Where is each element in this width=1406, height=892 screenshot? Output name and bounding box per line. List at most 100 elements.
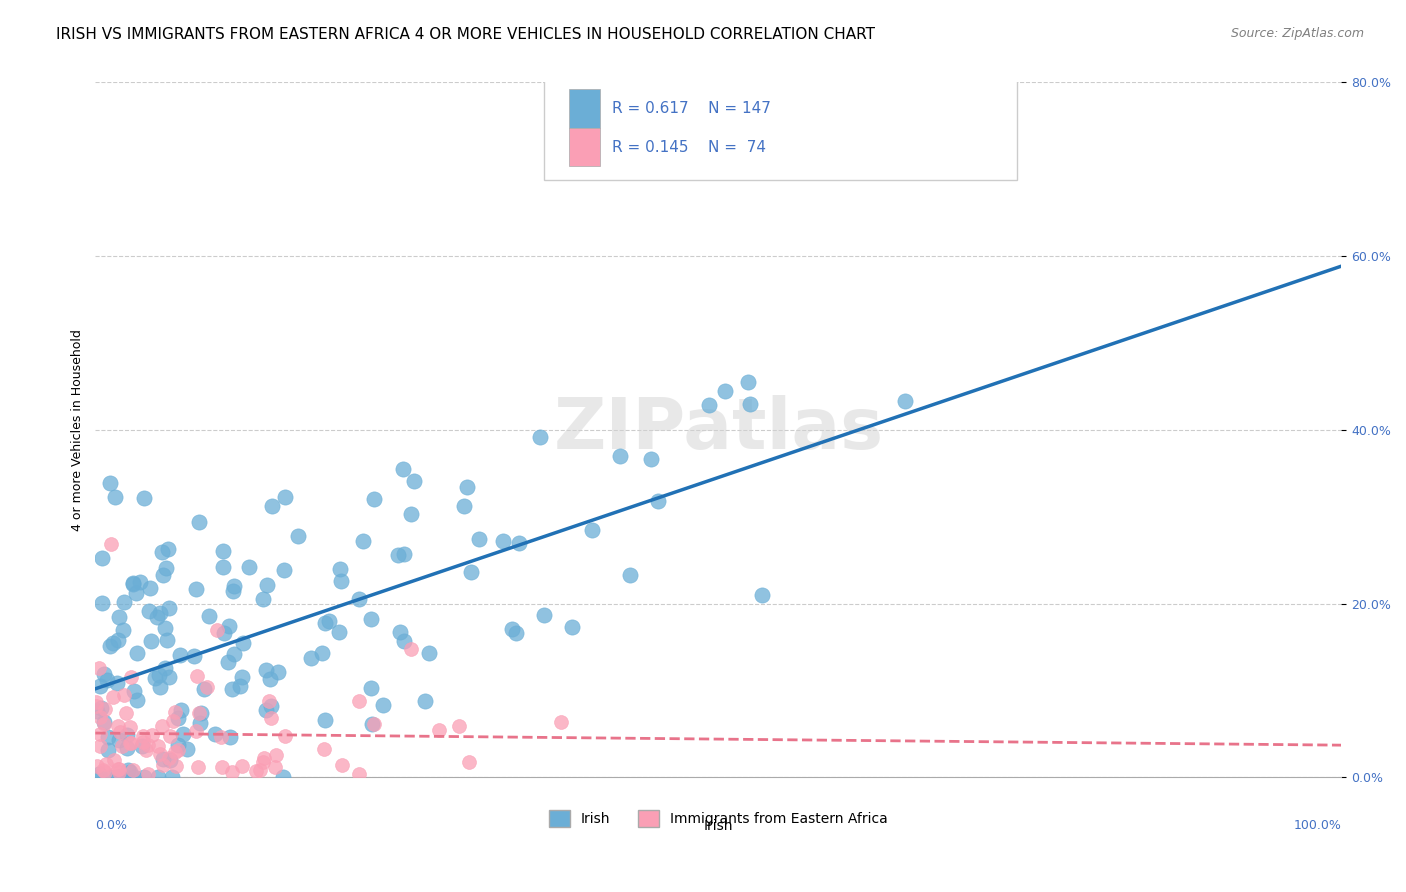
Point xyxy=(190,706,212,721)
Point xyxy=(274,490,297,504)
Point xyxy=(136,738,159,752)
Point xyxy=(108,609,131,624)
Text: ZIPatlas: ZIPatlas xyxy=(553,395,883,465)
FancyBboxPatch shape xyxy=(544,72,1018,179)
Point xyxy=(508,536,530,550)
Point xyxy=(259,694,281,708)
Point xyxy=(87,661,110,675)
Point xyxy=(152,752,174,766)
Point xyxy=(219,730,242,744)
Point xyxy=(107,632,129,647)
Point xyxy=(266,747,288,762)
Point xyxy=(134,743,156,757)
Point xyxy=(187,706,209,721)
Point xyxy=(159,751,181,765)
Point xyxy=(131,739,153,754)
Legend: Irish, Immigrants from Eastern Africa: Irish, Immigrants from Eastern Africa xyxy=(543,805,893,833)
Point xyxy=(131,729,153,743)
Point xyxy=(363,492,385,507)
Point xyxy=(740,397,762,411)
Point xyxy=(93,715,115,730)
Point xyxy=(143,671,166,685)
Point xyxy=(492,533,515,548)
Text: IRISH VS IMMIGRANTS FROM EASTERN AFRICA 4 OR MORE VEHICLES IN HOUSEHOLD CORRELAT: IRISH VS IMMIGRANTS FROM EASTERN AFRICA … xyxy=(56,27,876,42)
Point xyxy=(105,676,128,690)
Point xyxy=(152,568,174,582)
Point xyxy=(232,635,254,649)
Point xyxy=(212,626,235,640)
Point xyxy=(205,624,228,638)
Point xyxy=(231,758,253,772)
Point xyxy=(150,545,173,559)
Point xyxy=(118,721,141,735)
Point xyxy=(231,670,253,684)
Point xyxy=(166,738,188,752)
Point xyxy=(141,633,163,648)
Point xyxy=(122,684,145,698)
Point xyxy=(264,760,287,774)
Point xyxy=(101,635,124,649)
Point xyxy=(388,625,411,640)
Point xyxy=(318,614,340,628)
Point xyxy=(314,615,336,630)
Point xyxy=(697,398,720,412)
Point xyxy=(619,568,641,582)
Point xyxy=(392,547,415,561)
Point xyxy=(176,742,198,756)
Point xyxy=(453,500,475,514)
Point xyxy=(86,770,108,784)
Point xyxy=(97,730,120,744)
Point xyxy=(84,698,107,713)
Point xyxy=(149,606,172,620)
Point xyxy=(163,705,186,719)
Point xyxy=(254,703,277,717)
Point xyxy=(156,633,179,648)
Point xyxy=(186,669,208,683)
Point xyxy=(146,739,169,753)
Point xyxy=(89,679,111,693)
Point xyxy=(131,735,153,749)
Point xyxy=(122,770,145,784)
Point xyxy=(183,649,205,664)
Point xyxy=(456,480,478,494)
Point xyxy=(150,719,173,733)
Point xyxy=(894,394,917,409)
Point xyxy=(86,704,108,718)
Point xyxy=(186,723,208,738)
Point xyxy=(110,724,132,739)
Point xyxy=(118,736,141,750)
Point xyxy=(172,726,194,740)
Point xyxy=(112,623,135,637)
Point xyxy=(165,758,187,772)
Point xyxy=(458,755,481,769)
Point xyxy=(153,621,176,635)
Point xyxy=(260,699,283,714)
Point xyxy=(609,449,631,463)
Point xyxy=(363,717,385,731)
Point xyxy=(93,667,115,681)
Point xyxy=(217,655,239,669)
Point xyxy=(413,694,436,708)
Text: R = 0.145    N =  74: R = 0.145 N = 74 xyxy=(613,139,766,154)
Point xyxy=(647,494,669,508)
Point xyxy=(93,763,115,777)
Y-axis label: 4 or more Vehicles in Household: 4 or more Vehicles in Household xyxy=(72,329,84,531)
Point xyxy=(157,600,180,615)
Text: R = 0.617    N = 147: R = 0.617 N = 147 xyxy=(613,102,772,116)
Point xyxy=(312,742,335,756)
Point xyxy=(121,576,143,591)
Point xyxy=(195,680,218,694)
Point xyxy=(105,770,128,784)
Point xyxy=(427,723,450,738)
Point xyxy=(193,681,215,696)
Point xyxy=(146,770,169,784)
Point xyxy=(90,701,112,715)
Point xyxy=(86,758,108,772)
Point xyxy=(132,491,155,506)
Point xyxy=(392,462,415,476)
Point xyxy=(98,475,121,490)
Point xyxy=(418,646,440,660)
Point xyxy=(125,692,148,706)
Point xyxy=(162,714,184,729)
Point xyxy=(112,689,135,703)
